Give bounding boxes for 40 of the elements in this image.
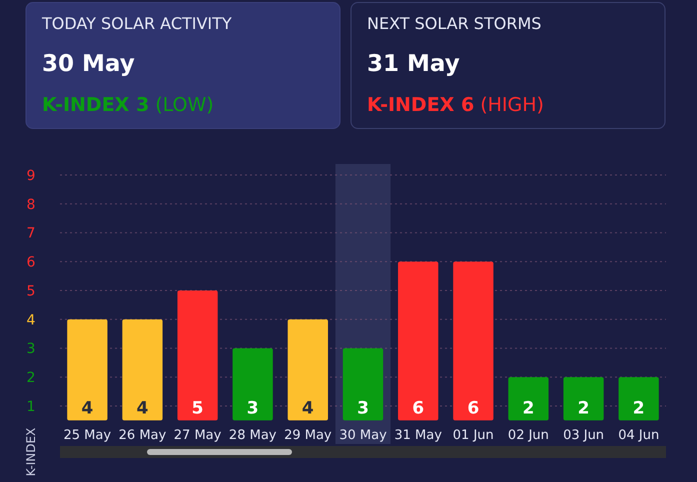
text: 30 May [42,51,135,77]
data-label: 2 [632,398,645,418]
data-label: 4 [302,398,314,418]
text: NEXT SOLAR STORMS [367,14,542,33]
y-tick-label: 3 [26,341,36,358]
data-label: 6 [412,398,424,418]
text: 31 May [367,51,460,77]
text: (HIGH) [474,94,544,116]
y-tick-label: 5 [26,283,36,300]
data-label: 2 [578,398,590,418]
x-tick-label: 03 Jun [563,428,604,443]
data-label: 5 [192,398,204,418]
y-tick-label: 8 [26,196,36,213]
text: K-INDEX 6 [367,94,474,116]
x-tick-label: 31 May [394,428,442,443]
text: (LOW) [149,94,214,116]
text: TODAY SOLAR ACTIVITY [41,14,232,33]
x-tick-label: 27 May [174,428,222,443]
x-tick-label: 29 May [284,428,332,443]
data-label: 4 [136,398,149,418]
y-tick-label: 2 [26,370,36,386]
data-label: 3 [246,398,259,418]
x-tick-label: 25 May [64,428,112,443]
data-label: 6 [467,398,480,418]
data-label: 4 [81,398,94,418]
text: K-INDEX 3 [42,94,150,116]
x-tick-label: 30 May [339,428,388,443]
data-label: 3 [357,398,369,418]
x-tick-label: 04 Jun [618,428,660,443]
data-label: 2 [522,398,534,418]
x-tick-label: 26 May [118,428,167,443]
y-tick-label: 1 [26,398,36,415]
y-tick-label: 7 [26,226,36,242]
x-tick-label: 01 Jun [452,428,494,443]
x-tick-label: 02 Jun [508,428,549,443]
y-tick-label: 4 [26,312,36,328]
x-tick-label: 28 May [228,428,277,443]
y-tick-label: 6 [26,254,36,271]
y-axis-title: K-INDEX [24,428,38,476]
y-tick-label: 9 [26,168,36,184]
